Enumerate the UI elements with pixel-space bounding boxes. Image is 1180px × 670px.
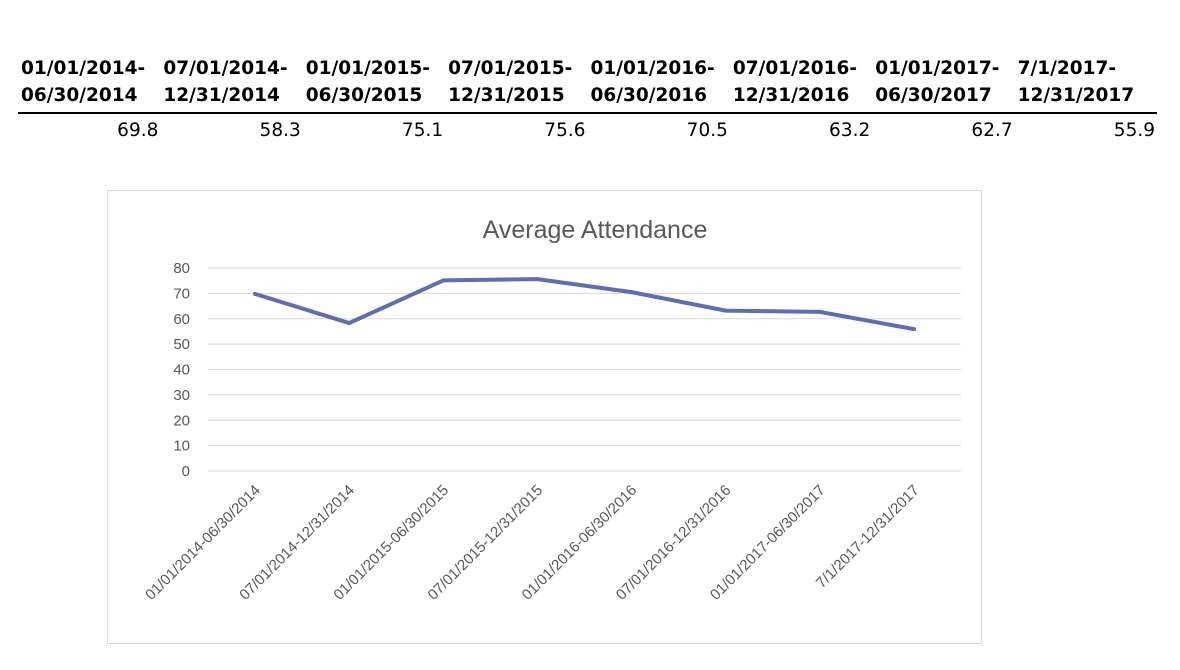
y-tick-label: 0 — [182, 463, 190, 480]
y-tick-label: 40 — [173, 362, 190, 379]
header-line: 12/31/2015 — [448, 85, 565, 106]
table-value-cell: 55.9 — [1113, 120, 1155, 141]
header-line: 12/31/2017 — [1017, 85, 1135, 106]
data-point — [535, 277, 540, 282]
table-value-cell: 75.6 — [544, 120, 586, 141]
table-value-cell: 62.7 — [971, 120, 1013, 141]
y-axis-ticks: 0 10 20 30 40 50 60 70 80 — [173, 260, 190, 480]
table-header-cell: 01/01/2017- 06/30/2017 — [872, 55, 1015, 114]
table-header-cell: 01/01/2014- 06/30/2014 — [18, 55, 161, 114]
series-group — [253, 277, 916, 332]
y-tick-label: 30 — [173, 387, 190, 404]
table-header-cell: 7/1/2017- 12/31/2017 — [1014, 55, 1157, 114]
x-axis-ticks: 01/01/2014-06/30/201407/01/2014-12/31/20… — [142, 482, 923, 604]
data-point — [911, 327, 916, 332]
table-header-row: 01/01/2014- 06/30/2014 07/01/2014- 12/31/20… — [18, 55, 1157, 114]
y-tick-label: 60 — [173, 311, 190, 328]
table-header-cell: 07/01/2014- 12/31/2014 — [160, 55, 303, 114]
y-tick-label: 20 — [173, 412, 190, 429]
chart-title: Average Attendance — [483, 216, 708, 244]
header-line: 01/01/2017- — [875, 58, 1000, 79]
header-line: 06/30/2017 — [875, 85, 992, 106]
header-line: 01/01/2015- — [305, 58, 430, 79]
chart-frame: Average Attendance 0 10 20 30 40 50 60 70 80 01/… — [107, 190, 982, 644]
data-point — [629, 290, 634, 295]
table-value-cell: 58.3 — [259, 120, 301, 141]
data-point — [723, 308, 728, 313]
header-line: 06/30/2016 — [590, 85, 708, 106]
y-tick-label: 10 — [173, 438, 190, 455]
data-table: 01/01/2014- 06/30/2014 07/01/2014- 12/31/20… — [18, 55, 1157, 143]
data-point — [441, 278, 446, 283]
table-header-cell: 07/01/2016- 12/31/2016 — [729, 55, 873, 114]
data-point — [253, 291, 258, 296]
header-line: 07/01/2014- — [163, 58, 288, 79]
header-line: 12/31/2016 — [732, 85, 850, 106]
table-value-cell: 75.1 — [401, 120, 444, 141]
y-tick-label: 80 — [173, 260, 190, 277]
header-line: 07/01/2015- — [448, 58, 573, 79]
table-value-cell: 63.2 — [829, 120, 871, 141]
header-line: 12/31/2014 — [163, 85, 280, 106]
header-line: 07/01/2016- — [732, 58, 858, 79]
header-line: 7/1/2017- — [1017, 58, 1117, 79]
table-header-cell: 01/01/2015- 06/30/2015 — [302, 55, 446, 114]
data-point — [347, 321, 352, 326]
table-header-cell: 07/01/2015- 12/31/2015 — [445, 55, 588, 114]
header-line: 01/01/2014- — [21, 58, 146, 79]
header-line: 01/01/2016- — [590, 58, 715, 79]
table-value-row: 69.8 58.3 75.1 75.6 70.5 63.2 62.7 55.9 — [18, 113, 1157, 143]
table-header-cell: 01/01/2016- 06/30/2016 — [587, 55, 730, 114]
y-tick-label: 50 — [173, 336, 190, 353]
data-point — [817, 309, 822, 314]
header-line: 06/30/2015 — [305, 85, 423, 106]
x-tick-label: 7/1/2017-12/31/2017 — [813, 482, 923, 592]
table-value-cell: 70.5 — [686, 120, 728, 141]
line-chart: Average Attendance 0 10 20 30 40 50 60 70 80 01/… — [142, 216, 961, 604]
header-line: 06/30/2014 — [21, 85, 138, 106]
table-value-cell: 69.8 — [117, 120, 159, 141]
series-line — [253, 277, 916, 332]
y-tick-label: 70 — [173, 285, 190, 302]
gridlines — [208, 267, 961, 472]
